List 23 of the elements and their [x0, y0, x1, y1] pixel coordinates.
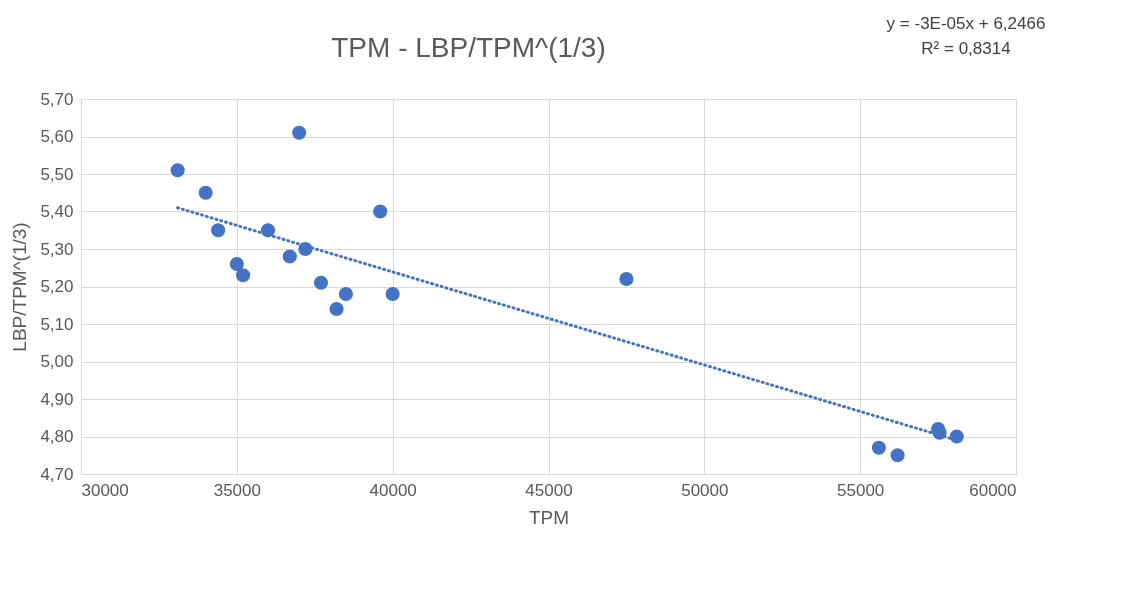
y-tick-label: 4,80 [40, 427, 74, 446]
x-tick-label: 55000 [837, 480, 885, 500]
y-axis-title: LBP/TPM^(1/3) [9, 222, 31, 352]
y-tick-label: 5,20 [40, 277, 74, 296]
y-tick-label: 5,40 [40, 202, 74, 221]
chart-title: TPM - LBP/TPM^(1/3) [331, 32, 606, 63]
y-tick-label: 5,60 [40, 127, 74, 146]
y-tick-label: 5,50 [40, 164, 74, 184]
y-tick-label: 4,90 [40, 389, 74, 409]
y-tick-label: 4,70 [40, 464, 74, 484]
x-tick-label: 45000 [525, 480, 573, 500]
text: R² = 0,8314 [921, 39, 1011, 58]
y-tick-label: 5,30 [40, 239, 74, 259]
x-tick-label: 35000 [213, 480, 261, 500]
y-tick-label: 5,00 [40, 352, 74, 371]
y-tick-label: 5,10 [40, 314, 74, 334]
x-tick-label: 30000 [81, 480, 129, 500]
x-tick-label: 60000 [969, 480, 1017, 500]
x-axis-title: TPM [528, 506, 570, 528]
y-tick-label: 5,70 [40, 89, 74, 109]
x-tick-label: 40000 [369, 480, 417, 500]
text: y = -3E-05x + 6,2466 [886, 14, 1046, 33]
x-tick-label: 50000 [681, 480, 729, 500]
